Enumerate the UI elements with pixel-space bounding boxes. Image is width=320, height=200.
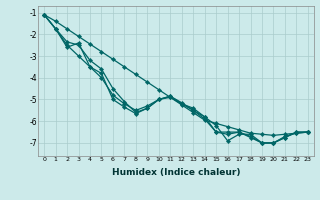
X-axis label: Humidex (Indice chaleur): Humidex (Indice chaleur): [112, 168, 240, 177]
